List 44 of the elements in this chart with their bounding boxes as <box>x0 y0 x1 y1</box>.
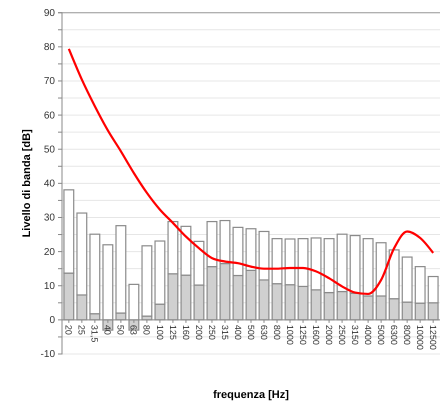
y-tick-label: 0 <box>49 315 56 326</box>
line-series <box>68 48 434 296</box>
x-tick-label: 12500 <box>428 324 438 350</box>
x-tick-label: 2500 <box>336 324 347 345</box>
x-tick-label: 800 <box>272 324 282 340</box>
x-tick-label: 25 <box>76 324 87 335</box>
y-tick-label: 60 <box>44 110 56 122</box>
x-tick-label: 400 <box>232 324 243 340</box>
x-tick-label: 315 <box>220 324 230 340</box>
x-tick-label: 630 <box>258 324 269 340</box>
x-tick-label: 4000 <box>362 324 373 345</box>
x-tick-label: 1600 <box>310 324 321 345</box>
y-tick-label: -10 <box>40 349 56 360</box>
x-tick-label: 1250 <box>298 324 308 345</box>
y-tick-label: 40 <box>44 178 56 190</box>
x-tick-label: 125 <box>168 324 178 340</box>
x-tick-label: 20 <box>64 324 74 335</box>
y-tick-label: 10 <box>44 280 56 292</box>
x-tick-label: 31,5 <box>90 324 100 342</box>
x-tick-label: 40 <box>102 324 113 335</box>
x-tick-label: 500 <box>246 324 256 340</box>
x-tick-label: 80 <box>142 324 152 335</box>
y-tick-label: 30 <box>44 212 56 224</box>
x-tick-label: 2000 <box>324 324 334 345</box>
x-tick-label: 8000 <box>402 324 412 345</box>
y-tick-label: 80 <box>44 42 56 54</box>
y-tick-label: 20 <box>44 246 56 258</box>
x-tick-label: 1000 <box>284 324 295 345</box>
x-tick-label: 100 <box>154 324 165 340</box>
x-tick-label: 160 <box>180 324 191 340</box>
bar <box>141 245 152 317</box>
y-axis-title: Livello di banda [dB] <box>21 128 33 238</box>
y-tick-label: 50 <box>44 144 56 156</box>
x-axis-title: frequenza [Hz] <box>213 389 290 401</box>
y-tick-label: 90 <box>44 8 56 19</box>
x-tick-label: 200 <box>194 324 204 340</box>
x-tick-label: 6300 <box>388 324 399 345</box>
x-tick-label: 63 <box>128 324 139 335</box>
x-tick-label: 3150 <box>350 324 360 345</box>
x-tick-label: 50 <box>116 324 126 335</box>
x-tick-label: 5000 <box>376 324 386 345</box>
y-tick-label: 70 <box>44 76 56 88</box>
x-tick-label: 250 <box>206 324 217 340</box>
x-tick-label: 10000 <box>415 324 426 350</box>
